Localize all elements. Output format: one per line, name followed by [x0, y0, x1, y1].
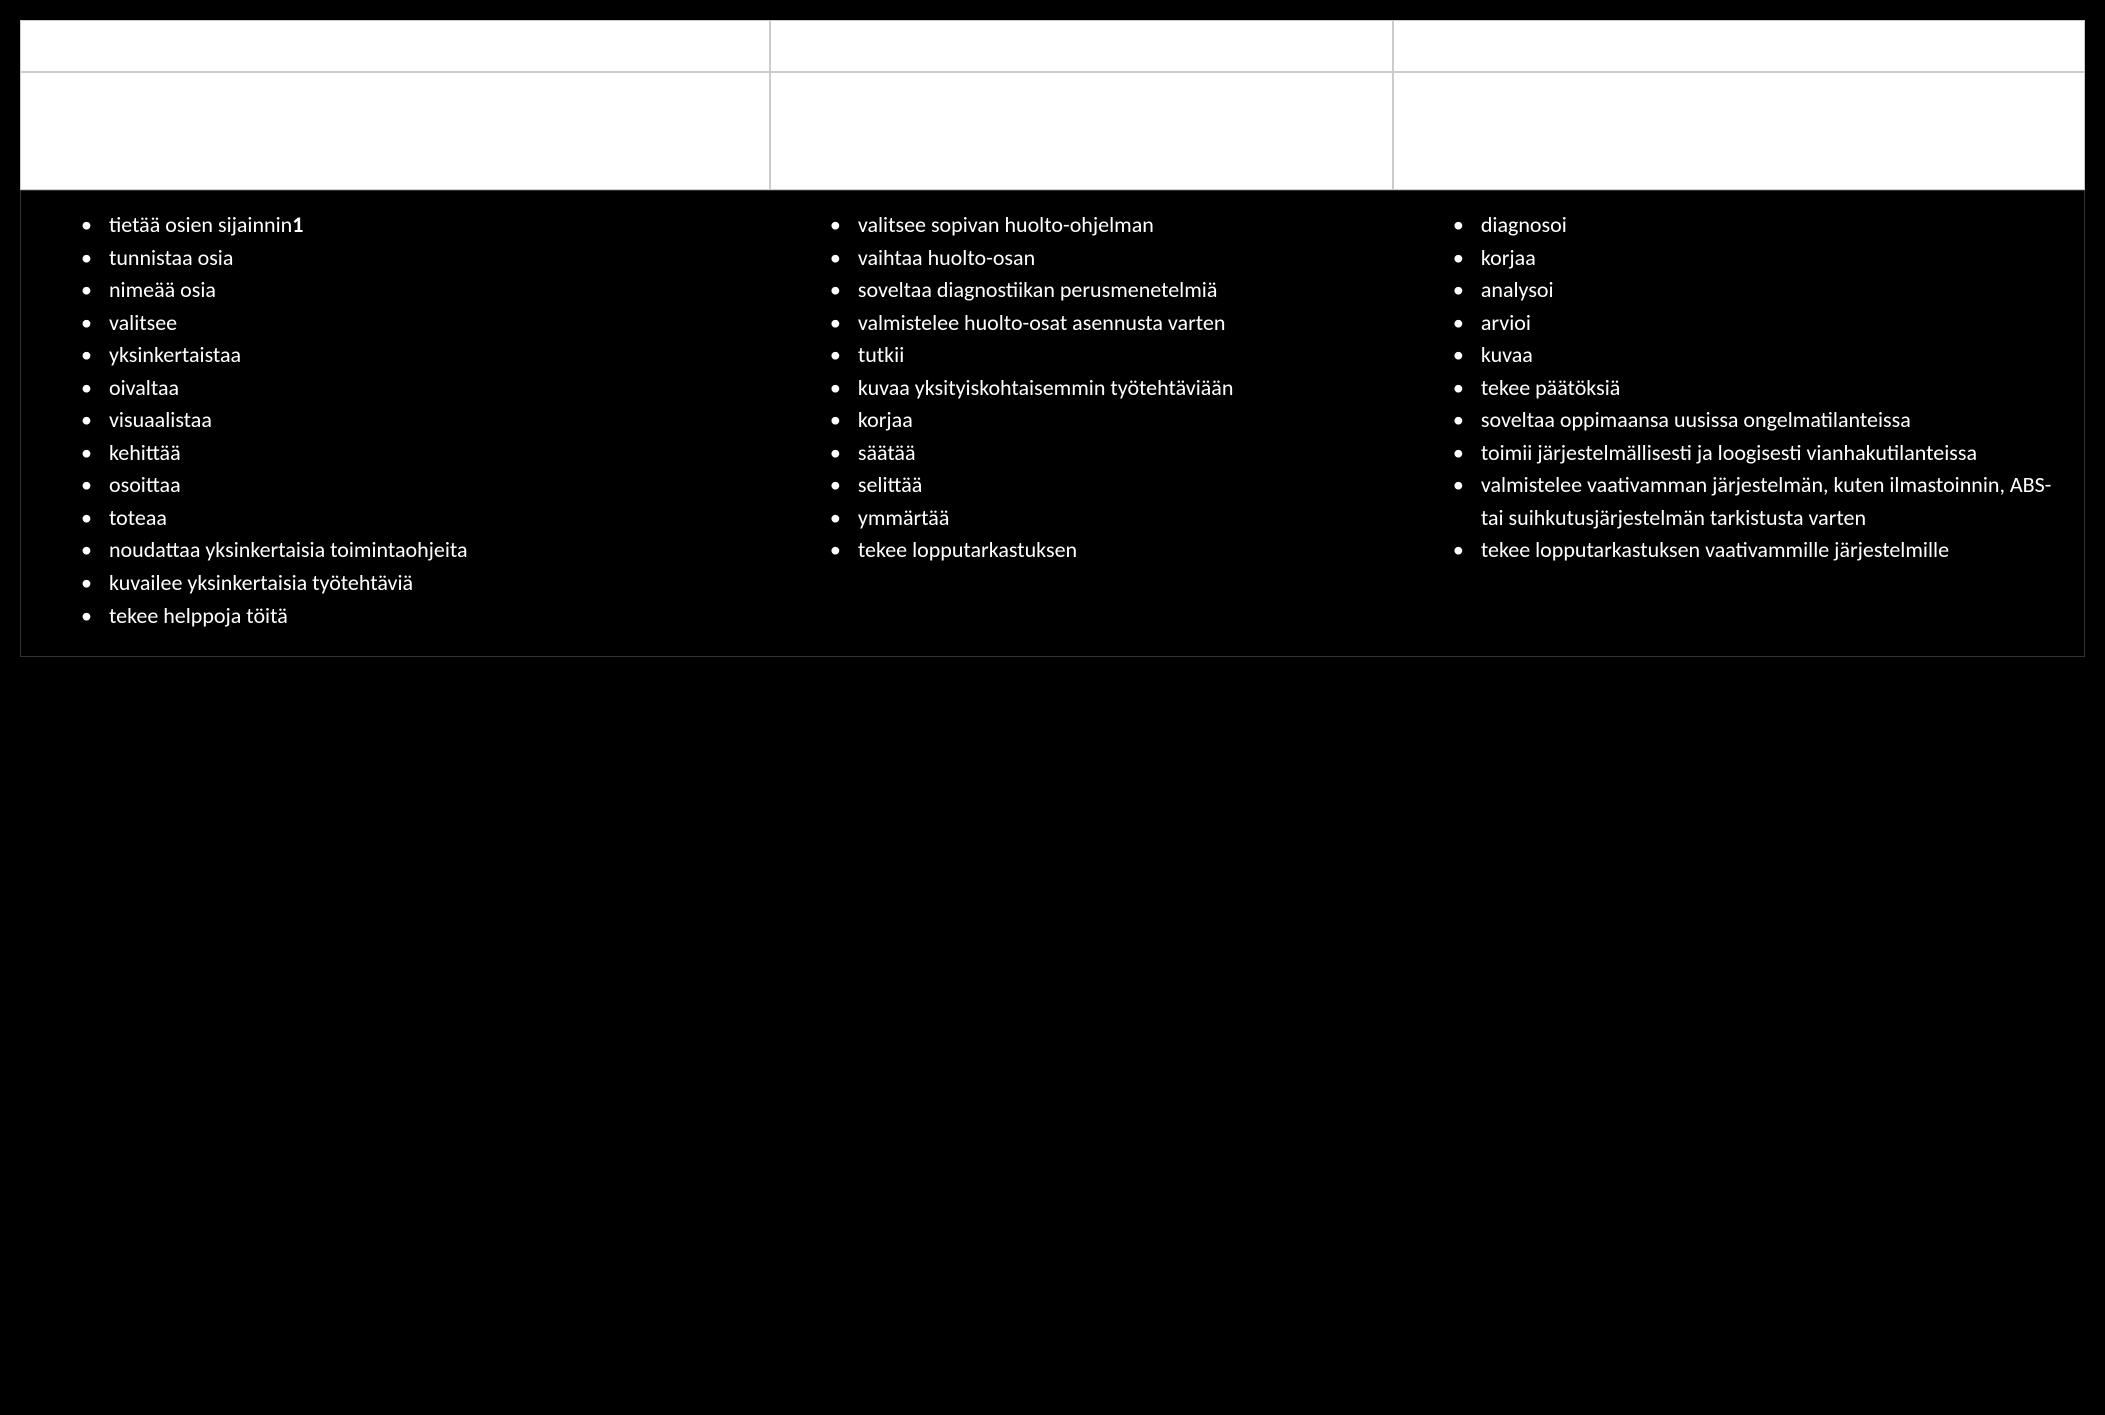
list-item: nimeää osia	[81, 274, 746, 307]
item-text: korjaa	[1481, 244, 1536, 271]
item-text: valmistelee vaativamman järjestelmän, ku…	[1481, 471, 2052, 531]
list-item: diagnosoi	[1453, 209, 2060, 242]
list-item: valmistelee vaativamman järjestelmän, ku…	[1453, 469, 2060, 534]
content-cell-2: valitsee sopivan huolto-ohjelman vaihtaa…	[770, 191, 1393, 656]
list-item: soveltaa diagnostiikan perusmenetelmiä	[830, 274, 1369, 307]
item-text: tekee lopputarkastuksen	[858, 536, 1077, 563]
list-item: analysoi	[1453, 274, 2060, 307]
list-column-3: diagnosoi korjaa analysoi arvioi kuvaa t…	[1417, 209, 2060, 567]
item-text: korjaa	[858, 406, 913, 433]
item-text: kehittää	[109, 439, 181, 466]
item-text: valmistelee huolto-osat asennusta varten	[858, 309, 1226, 336]
list-item: osoittaa	[81, 469, 746, 502]
list-item: selittää	[830, 469, 1369, 502]
item-text: toteaa	[109, 504, 167, 531]
item-text: oivaltaa	[109, 374, 179, 401]
item-text: tekee lopputarkastuksen vaativammille jä…	[1481, 536, 1949, 563]
item-text: yksinkertaistaa	[109, 341, 241, 368]
item-text: vaihtaa huolto-osan	[858, 244, 1035, 271]
list-item: ymmärtää	[830, 502, 1369, 535]
list-item: kuvailee yksinkertaisia työtehtäviä	[81, 567, 746, 600]
list-item: korjaa	[830, 404, 1369, 437]
header-cell-3	[1393, 20, 2085, 72]
content-cell-1: tietää osien sijainnin1 tunnistaa osia n…	[21, 191, 770, 656]
item-text: ymmärtää	[858, 504, 950, 531]
list-item: kuvaa	[1453, 339, 2060, 372]
list-item: noudattaa yksinkertaisia toimintaohjeita	[81, 534, 746, 567]
item-text: soveltaa diagnostiikan perusmenetelmiä	[858, 276, 1218, 303]
header-row	[20, 20, 2085, 72]
list-item: tekee lopputarkastuksen vaativammille jä…	[1453, 534, 2060, 567]
list-item: oivaltaa	[81, 372, 746, 405]
subheader-row	[20, 72, 2085, 190]
item-text: kuvaa	[1481, 341, 1533, 368]
list-item: kuvaa yksityiskohtaisemmin työtehtäviään	[830, 372, 1369, 405]
subheader-cell-1	[20, 72, 770, 190]
list-item: valitsee	[81, 307, 746, 340]
item-text: valitsee sopivan huolto-ohjelman	[858, 211, 1154, 238]
content-cell-3: diagnosoi korjaa analysoi arvioi kuvaa t…	[1393, 191, 2084, 656]
item-text: tietää osien sijainnin1	[109, 211, 303, 238]
header-cell-2	[770, 20, 1394, 72]
list-item: yksinkertaistaa	[81, 339, 746, 372]
list-item: visuaalistaa	[81, 404, 746, 437]
item-text: analysoi	[1481, 276, 1554, 303]
content-row: tietää osien sijainnin1 tunnistaa osia n…	[20, 190, 2085, 657]
list-item: tietää osien sijainnin1	[81, 209, 746, 242]
item-text: tekee helppoja töitä	[109, 602, 288, 629]
item-text: soveltaa oppimaansa uusissa ongelmatilan…	[1481, 406, 1911, 433]
item-text: arvioi	[1481, 309, 1531, 336]
header-cell-1	[20, 20, 770, 72]
list-item: tunnistaa osia	[81, 242, 746, 275]
item-text: osoittaa	[109, 471, 181, 498]
item-text: selittää	[858, 471, 922, 498]
list-item: säätää	[830, 437, 1369, 470]
item-text: diagnosoi	[1481, 211, 1567, 238]
item-text: kuvaa yksityiskohtaisemmin työtehtäviään	[858, 374, 1234, 401]
list-item: tekee päätöksiä	[1453, 372, 2060, 405]
list-item: vaihtaa huolto-osan	[830, 242, 1369, 275]
item-text: säätää	[858, 439, 916, 466]
subheader-cell-3	[1393, 72, 2085, 190]
item-text: tutkii	[858, 341, 904, 368]
item-text: visuaalistaa	[109, 406, 212, 433]
item-text: tekee päätöksiä	[1481, 374, 1620, 401]
list-item: tekee lopputarkastuksen	[830, 534, 1369, 567]
list-item: arvioi	[1453, 307, 2060, 340]
list-item: toteaa	[81, 502, 746, 535]
item-text: nimeää osia	[109, 276, 216, 303]
list-column-1: tietää osien sijainnin1 tunnistaa osia n…	[45, 209, 746, 632]
list-item: kehittää	[81, 437, 746, 470]
list-item: soveltaa oppimaansa uusissa ongelmatilan…	[1453, 404, 2060, 437]
item-text: toimii järjestelmällisesti ja loogisesti…	[1481, 439, 1977, 466]
subheader-cell-2	[770, 72, 1394, 190]
list-item: tekee helppoja töitä	[81, 600, 746, 633]
item-text: tunnistaa osia	[109, 244, 233, 271]
list-item: toimii järjestelmällisesti ja loogisesti…	[1453, 437, 2060, 470]
item-text: kuvailee yksinkertaisia työtehtäviä	[109, 569, 413, 596]
item-text: valitsee	[109, 309, 177, 336]
item-text: noudattaa yksinkertaisia toimintaohjeita	[109, 536, 468, 563]
list-item: valmistelee huolto-osat asennusta varten	[830, 307, 1369, 340]
list-item: tutkii	[830, 339, 1369, 372]
list-column-2: valitsee sopivan huolto-ohjelman vaihtaa…	[794, 209, 1369, 567]
list-item: valitsee sopivan huolto-ohjelman	[830, 209, 1369, 242]
competency-table: tietää osien sijainnin1 tunnistaa osia n…	[20, 20, 2085, 657]
list-item: korjaa	[1453, 242, 2060, 275]
